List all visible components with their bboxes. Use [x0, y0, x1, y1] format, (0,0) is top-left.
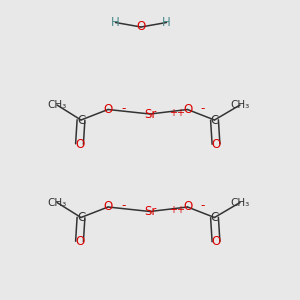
Text: C: C: [210, 113, 219, 127]
Text: CH₃: CH₃: [47, 197, 67, 208]
Text: -: -: [201, 102, 205, 115]
Text: CH₃: CH₃: [47, 100, 67, 110]
Text: CH₃: CH₃: [230, 197, 250, 208]
Text: -: -: [121, 102, 126, 115]
Text: Sr: Sr: [144, 107, 156, 121]
Text: Sr: Sr: [144, 205, 156, 218]
Text: -: -: [121, 199, 126, 212]
Text: O: O: [136, 20, 146, 34]
Text: ++: ++: [169, 205, 184, 215]
Text: O: O: [212, 235, 220, 248]
Text: C: C: [210, 211, 219, 224]
Text: ++: ++: [169, 108, 184, 118]
Text: C: C: [77, 211, 85, 224]
Text: O: O: [183, 200, 192, 214]
Text: O: O: [103, 200, 112, 214]
Text: O: O: [103, 103, 112, 116]
Text: O: O: [75, 235, 84, 248]
Text: O: O: [212, 137, 220, 151]
Text: O: O: [183, 103, 192, 116]
Text: C: C: [77, 113, 85, 127]
Text: H: H: [111, 16, 120, 29]
Text: CH₃: CH₃: [230, 100, 250, 110]
Text: O: O: [75, 137, 84, 151]
Text: H: H: [162, 16, 171, 29]
Text: -: -: [201, 199, 205, 212]
